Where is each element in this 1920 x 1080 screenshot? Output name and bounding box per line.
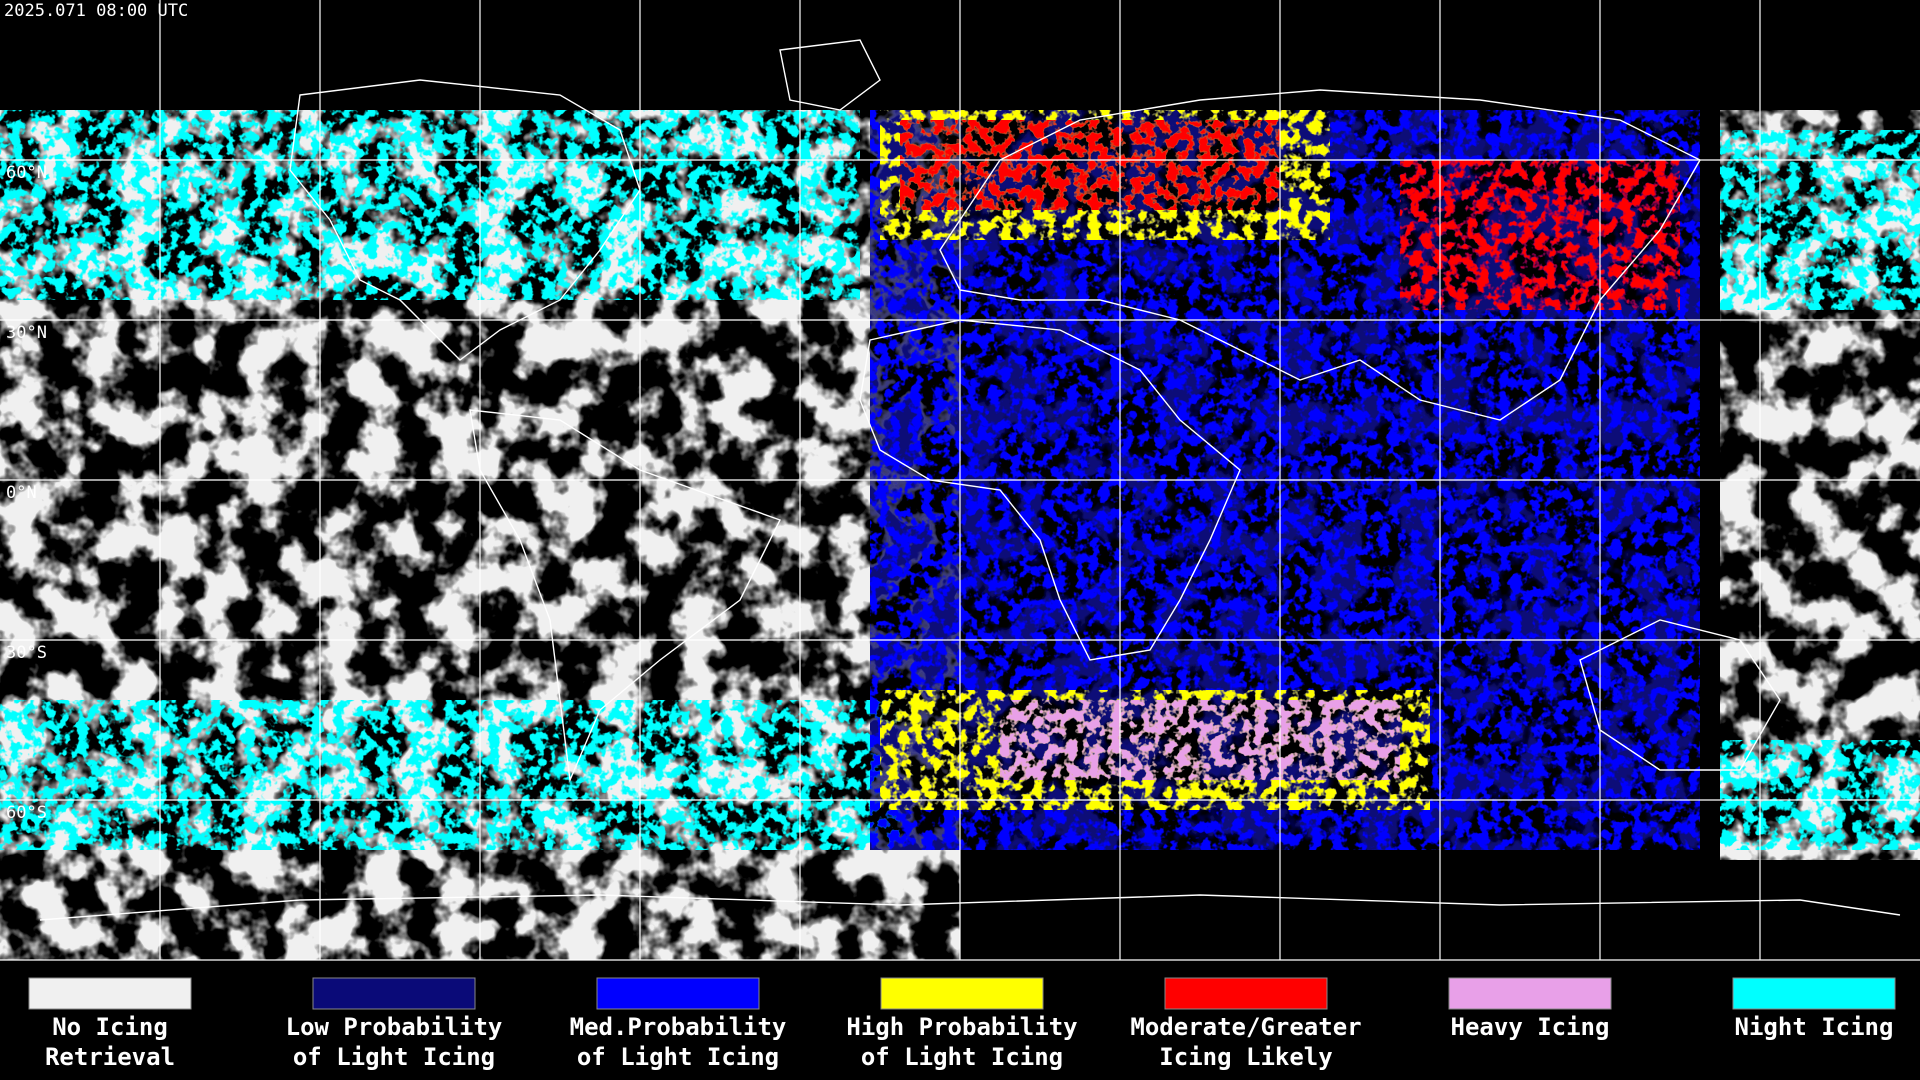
legend-swatch <box>1164 977 1328 1010</box>
legend-swatch <box>596 977 760 1010</box>
legend-label: No Icing <box>52 1013 168 1041</box>
coastlines <box>39 39 1901 921</box>
legend-label: Med.Probability <box>570 1013 787 1041</box>
legend-label: High Probability <box>846 1013 1077 1041</box>
cloud-field <box>0 700 900 850</box>
coastline <box>939 89 1701 421</box>
latitude-label: 30°N <box>6 323 47 343</box>
legend-label: of Light Icing <box>577 1043 779 1071</box>
cloud-field <box>1720 740 1920 850</box>
cloud-field <box>1000 700 1400 780</box>
legend-swatch <box>1448 977 1612 1010</box>
cloud-field <box>1400 160 1680 310</box>
legend-label: Moderate/Greater <box>1130 1013 1361 1041</box>
legend-label: Low Probability <box>286 1013 503 1041</box>
latitude-label: 30°S <box>6 643 47 663</box>
graticule <box>0 0 1920 961</box>
legend-label: of Light Icing <box>861 1043 1063 1071</box>
legend-swatch <box>312 977 476 1010</box>
latitude-label: 60°N <box>6 163 47 183</box>
legend-swatch <box>880 977 1044 1010</box>
timestamp: 2025.071 08:00 UTC <box>4 1 188 21</box>
legend-swatch <box>1732 977 1896 1010</box>
cloud-field <box>900 120 1280 210</box>
legend-swatch <box>28 977 192 1010</box>
coastline <box>39 894 1901 921</box>
legend-label: Heavy Icing <box>1451 1013 1610 1041</box>
latitude-label: 60°S <box>6 803 47 823</box>
coastline <box>859 319 1241 661</box>
coastline <box>289 79 641 361</box>
latitude-label: 0°N <box>6 483 37 503</box>
map-labels: 2025.071 08:00 UTC 60°N 30°N 0°N 30°S 60°S <box>4 1 188 823</box>
legend-label: Icing Likely <box>1159 1043 1332 1071</box>
legend-label: Retrieval <box>45 1043 175 1071</box>
coastline <box>779 39 881 111</box>
legend-label: Night Icing <box>1735 1013 1894 1041</box>
legend-label: of Light Icing <box>293 1043 495 1071</box>
cloud-field <box>0 110 860 300</box>
cloud-field <box>1720 130 1920 310</box>
